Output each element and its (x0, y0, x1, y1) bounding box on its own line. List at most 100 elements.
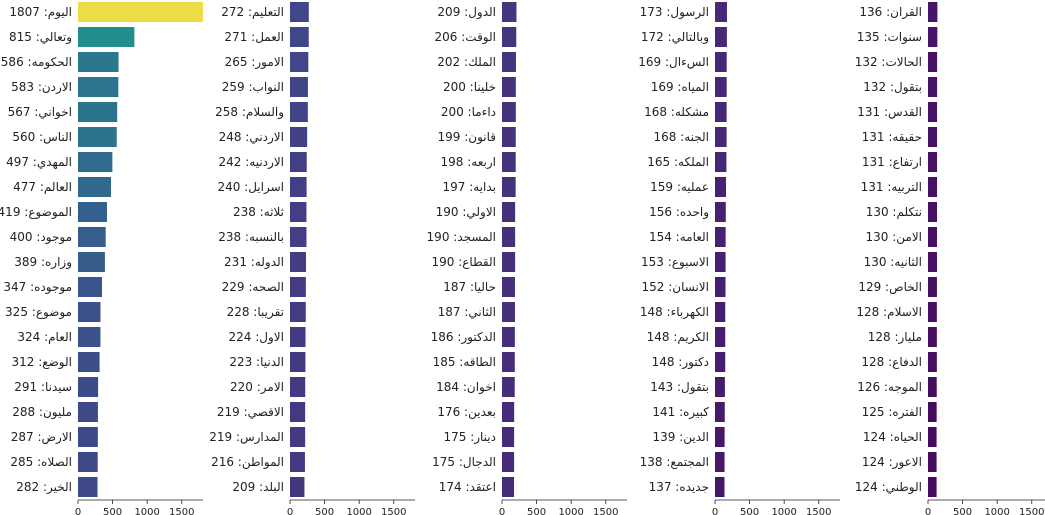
bar-label: ‪138 :‫المجتمع‬‬ (640, 455, 709, 469)
bar-label: ‪400 :‫موجود‬‬ (10, 230, 72, 245)
bar-label: ‪287 :‫الارض‬‬ (11, 430, 72, 445)
bar-label: ‪148 :‫الكهرباء‬‬ (640, 305, 709, 320)
bar (715, 102, 727, 122)
bar-label: ‪128 :‫الاسلام‬‬ (856, 305, 922, 319)
bar (78, 2, 203, 22)
bar (928, 177, 938, 197)
bar (290, 452, 305, 472)
x-tick-label: 1500 (593, 507, 618, 515)
bar-label: ‪186 :‫الدكتور‬‬ (431, 330, 496, 345)
bar-label: ‪560 :‫الناس‬‬ (12, 130, 72, 145)
x-tick-label: 0 (287, 507, 293, 515)
bar (502, 2, 517, 22)
bar-label: ‪165 :‫الملكه‬‬ (647, 155, 709, 169)
bar-label: ‪200 :‫داءما‬‬ (441, 105, 496, 119)
bar-label: ‪347 :‫موجوده‬‬ (3, 280, 72, 295)
bar (502, 152, 516, 172)
bar-label: ‪190 :‫المسجد‬‬ (427, 230, 496, 244)
bar-label: ‪324 :‫العام‬‬ (17, 330, 72, 344)
bar (928, 427, 937, 447)
bar-label: ‪190 :‫الاولي‬‬ (436, 205, 496, 220)
bar (290, 302, 306, 322)
bar-label: ‪137 :‫جديده‬‬ (649, 480, 709, 494)
bar (290, 102, 308, 122)
bar (78, 452, 98, 472)
bar-label: ‪187 :‫حاليا‬‬ (443, 280, 496, 294)
bar-label: ‪130 :‫الثانيه‬‬ (864, 255, 922, 269)
bar-label: ‪135 :‫سنوات‬‬ (857, 30, 922, 45)
bar (715, 52, 727, 72)
bar-label: ‪199 :‫قانون‬‬ (437, 130, 496, 145)
bar (78, 427, 98, 447)
bar (928, 127, 938, 147)
bar-label: ‪586 :‫الحكومه‬‬ (1, 55, 72, 70)
bar-label: ‪242 :‫الاردنيه‬‬ (219, 155, 284, 170)
bar (715, 27, 727, 47)
bar-label: ‪131 :‫التربيه‬‬ (861, 180, 922, 195)
bar (502, 102, 516, 122)
bar-label: ‪175 :‫الدجال‬‬ (432, 455, 496, 469)
bar-label: ‪169 :‫السءال‬‬ (638, 55, 709, 70)
x-tick-label: 500 (953, 507, 972, 515)
bar-label: ‪216 :‫المواطن‬‬ (211, 455, 284, 470)
bar (928, 477, 937, 497)
bar (715, 427, 725, 447)
x-tick-label: 0 (75, 507, 81, 515)
bar (290, 252, 306, 272)
bar (290, 327, 306, 347)
bar (928, 452, 937, 472)
bar-label: ‪148 :‫دكتور‬‬ (652, 355, 709, 370)
bar-label: ‪291 :‫سيدنا‬‬ (14, 380, 72, 394)
bar (715, 252, 726, 272)
bar-label: ‪567 :‫اخواني‬‬ (8, 105, 72, 120)
bar (502, 277, 515, 297)
bar (78, 152, 113, 172)
bar (290, 52, 309, 72)
bar-label: ‪229 :‫الصحه‬‬ (222, 280, 284, 294)
bar (78, 352, 100, 372)
bar (928, 2, 938, 22)
bar-label: ‪124 :‫الحياه‬‬ (863, 430, 922, 444)
x-tick-label: 1000 (346, 507, 371, 515)
bar (502, 202, 516, 222)
bar-label: ‪159 :‫عمليه‬‬ (650, 180, 709, 194)
bar-label: ‪219 :‫الاقصي‬‬ (217, 405, 284, 419)
bar-label: ‪190 :‫القطاع‬‬ (432, 255, 497, 269)
panel-3: ‪209 :‫الدول‬‬ ‪206 :‫الوقت‬‬ ‪202 :‫الملك… (427, 2, 627, 515)
bar-label: ‪197 :‫بدايه‬‬ (442, 180, 496, 194)
bar-label: ‪169 :‫المياه‬‬ (651, 80, 709, 94)
bar-label: ‪209 :‫الدول‬‬ (437, 5, 496, 20)
bar (78, 377, 99, 397)
bar (928, 202, 937, 222)
bar-label: ‪209 :‫البلد‬‬ (232, 480, 284, 494)
bar (78, 402, 98, 422)
panel-4: ‪173 :‫الرسول‬‬ ‪172 :‫وبالتالي‬‬ ‪169 :‫ا… (638, 2, 840, 515)
bar-label: ‪132 :‫الحالات‬‬ (855, 55, 922, 69)
bar (928, 377, 937, 397)
bar-label: ‪477 :‫العالم‬‬ (13, 180, 72, 194)
bar (502, 452, 515, 472)
bar-label: ‪258 :‫والسلام‬‬ (215, 105, 284, 120)
bar-label: ‪148 :‫الكريم‬‬ (647, 330, 709, 345)
x-tick-label: 0 (712, 507, 718, 515)
x-tick-label: 500 (740, 507, 759, 515)
bar-label: ‪223 :‫الدنيا‬‬ (229, 355, 284, 369)
bar (502, 77, 516, 97)
bar-label: ‪271 :‫العمل‬‬ (224, 30, 284, 44)
bar-label: ‪172 :‫وبالتالي‬‬ (641, 30, 709, 45)
bar (290, 427, 306, 447)
bar (290, 202, 307, 222)
bar-label: ‪139 :‫الدين‬‬ (652, 430, 709, 445)
bar (502, 477, 515, 497)
bar (290, 277, 306, 297)
bar (78, 327, 101, 347)
bar-label: ‪173 :‫الرسول‬‬ (640, 5, 709, 20)
bar (715, 402, 725, 422)
bar-label: ‪152 :‫الانسان‬‬ (642, 280, 709, 294)
bar (78, 127, 117, 147)
x-tick-label: 0 (925, 507, 931, 515)
bar-label: ‪185 :‫الطاقه‬‬ (433, 355, 496, 369)
bar (715, 227, 726, 247)
bar (502, 27, 517, 47)
bar-label: ‪248 :‫الاردني‬‬ (219, 130, 284, 145)
